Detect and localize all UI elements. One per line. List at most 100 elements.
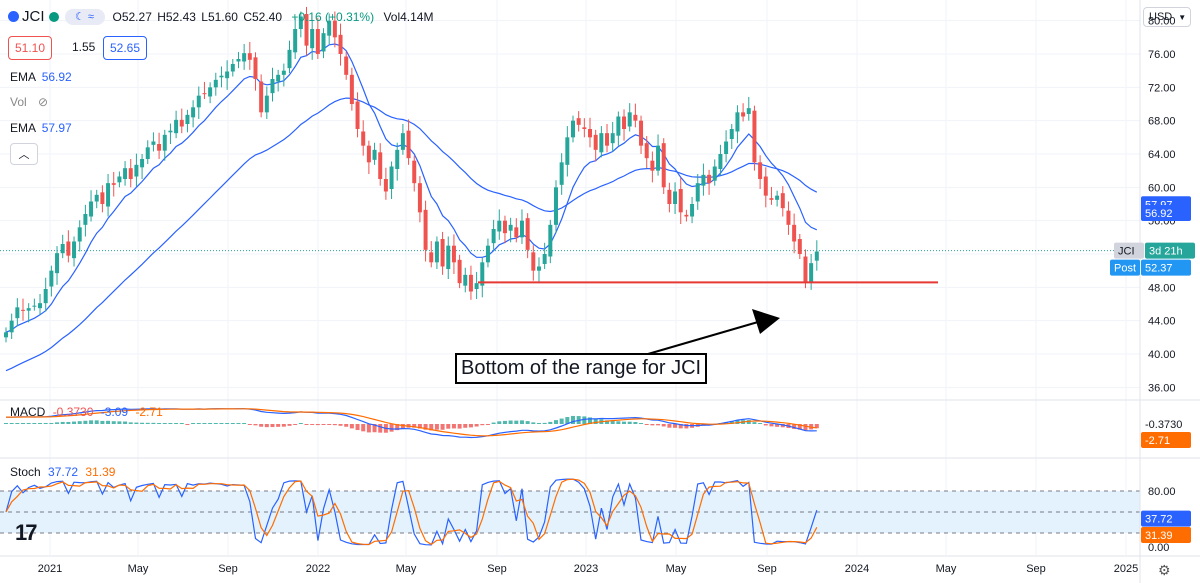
macd-hist-bar [168, 423, 173, 424]
candle-body [332, 20, 337, 38]
macd-hist-bar [400, 424, 405, 429]
candle-body [531, 252, 536, 271]
macd-hist-bar [264, 424, 269, 428]
gear-icon[interactable]: ⚙ [1158, 562, 1171, 578]
candle-body [610, 133, 615, 144]
buy-button[interactable]: 52.65 [103, 36, 148, 60]
macd-hist-bar [60, 421, 65, 424]
candle-body [576, 118, 581, 125]
candle-body [803, 256, 808, 282]
ema-short-tag-bg [1141, 205, 1191, 221]
candle-body [26, 308, 31, 311]
macd-hist-bar [588, 417, 593, 424]
macd-tag-1-bg [1141, 416, 1191, 432]
time-tick-label: 2025 [1114, 563, 1138, 575]
macd-hist-bar [89, 420, 94, 424]
candle-body [372, 149, 377, 160]
symbol-name[interactable]: JCI [22, 8, 45, 25]
macd-hist-bar [100, 420, 105, 424]
candle-body [395, 149, 400, 169]
spread-value: 1.55 [72, 40, 96, 54]
candle-body [225, 71, 230, 79]
candle-body [786, 210, 791, 225]
macd-legend[interactable]: MACD -0.3730 -3.09 -2.71 [10, 405, 163, 419]
macd-hist-bar [446, 424, 451, 429]
macd-tag-2-bg [1141, 432, 1191, 448]
currency-select[interactable]: USD ▼ [1143, 7, 1191, 27]
macd-hist-bar [763, 424, 768, 426]
macd-hist-bar [196, 423, 201, 424]
stoch-k-value: 37.72 [48, 465, 79, 479]
macd-hist-bar [780, 424, 785, 428]
candle-body [519, 220, 524, 238]
macd-hist-bar [366, 424, 371, 433]
chevron-up-icon: ︿ [18, 149, 30, 161]
candle-body [423, 209, 428, 250]
candle-body [293, 29, 298, 53]
candle-body [94, 194, 99, 202]
candle-body [361, 131, 366, 146]
macd-hist-bar [310, 424, 315, 425]
volume-label: Vol [10, 95, 27, 109]
candle-body [463, 274, 468, 286]
tradingview-logo[interactable]: 17 [15, 520, 38, 545]
macd-label: MACD [10, 405, 46, 419]
candle-body [321, 33, 326, 52]
candle-body [780, 193, 785, 209]
candle-body [355, 101, 360, 129]
macd-hist-bar [758, 423, 763, 424]
stoch-d-tag: 31.39 [1145, 530, 1173, 542]
compare-toggle-icon[interactable]: ☾ ≈ [64, 8, 105, 25]
macd-hist-bar [582, 416, 587, 424]
macd-hist-bar [491, 422, 496, 424]
macd-hist-bar [440, 424, 445, 430]
price-axis: 80.0076.0072.0068.0064.0060.0056.0052.00… [1139, 0, 1176, 583]
candle-body [174, 119, 179, 134]
candle-body [627, 112, 632, 127]
price-tick-label: 48.00 [1148, 282, 1176, 294]
ema-short-legend[interactable]: EMA 56.92 [10, 70, 72, 84]
candle-body [633, 114, 638, 121]
candle-body [741, 112, 746, 117]
sell-button[interactable]: 51.10 [8, 36, 53, 60]
candle-body [491, 229, 496, 244]
candle-body [559, 162, 564, 185]
candle-body [724, 141, 729, 154]
ema-long-legend[interactable]: EMA 57.97 [10, 121, 72, 135]
macd-hist-bar [157, 423, 162, 424]
macd-hist-bar [678, 424, 683, 429]
candle-body [123, 168, 128, 179]
stoch-legend[interactable]: Stoch 37.72 31.39 [10, 465, 115, 479]
candle-body [60, 244, 65, 254]
stoch-d-value: 31.39 [85, 465, 116, 479]
candle-body [38, 303, 43, 309]
stoch-k-tag: 37.72 [1145, 514, 1173, 526]
macd-hist-bar [417, 424, 422, 429]
candle-body [582, 127, 587, 129]
candle-body [809, 263, 814, 282]
candle-body [661, 143, 666, 188]
candle-body [162, 134, 167, 151]
candle-body [622, 116, 627, 129]
eye-hidden-icon[interactable]: ⊘ [38, 95, 49, 109]
time-tick-label: Sep [487, 563, 507, 575]
candle-body [690, 204, 695, 217]
candle-body [298, 16, 303, 29]
macd-hist-bar [55, 422, 60, 424]
volume-legend[interactable]: Vol ⊘ [10, 95, 48, 109]
candle-body [752, 110, 757, 163]
macd-hist-bar [412, 424, 417, 428]
collapse-legend-button[interactable]: ︿ [10, 143, 38, 165]
candle-body [230, 64, 235, 72]
stoch-label: Stoch [10, 465, 41, 479]
candle-body [639, 120, 644, 146]
macd-hist-bar [593, 418, 598, 424]
candle-body [729, 129, 734, 139]
candle-body [684, 214, 689, 217]
macd-hist-bar [548, 421, 553, 424]
macd-hist-bar [769, 424, 774, 427]
post-value-tag-bg [1141, 259, 1191, 276]
post-value-tag: 52.37 [1145, 263, 1173, 275]
candle-body [66, 241, 71, 256]
